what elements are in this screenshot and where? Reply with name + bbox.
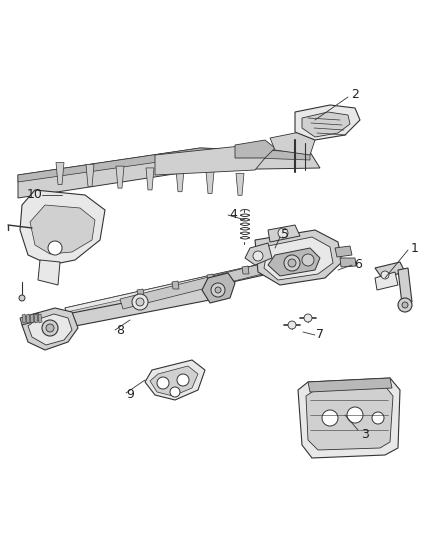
Polygon shape: [176, 169, 184, 192]
Polygon shape: [268, 225, 300, 242]
Text: 10: 10: [27, 189, 43, 201]
Text: 4: 4: [229, 208, 237, 222]
Circle shape: [372, 412, 384, 424]
Polygon shape: [202, 273, 235, 303]
Polygon shape: [56, 163, 64, 184]
Circle shape: [215, 287, 221, 293]
Polygon shape: [340, 258, 356, 267]
Polygon shape: [30, 314, 34, 323]
Circle shape: [402, 302, 408, 308]
Circle shape: [288, 321, 296, 329]
Polygon shape: [172, 281, 179, 289]
Polygon shape: [335, 246, 352, 257]
Polygon shape: [22, 314, 26, 323]
Circle shape: [48, 241, 62, 255]
Polygon shape: [18, 148, 310, 182]
Polygon shape: [145, 360, 205, 400]
Circle shape: [322, 410, 338, 426]
Circle shape: [253, 251, 263, 261]
Polygon shape: [206, 172, 214, 193]
Circle shape: [132, 294, 148, 310]
Text: 2: 2: [351, 88, 359, 101]
Polygon shape: [137, 289, 144, 297]
Circle shape: [157, 377, 169, 389]
Polygon shape: [235, 140, 275, 158]
Polygon shape: [30, 205, 95, 254]
Circle shape: [302, 254, 314, 266]
Polygon shape: [207, 274, 214, 282]
Circle shape: [347, 407, 363, 423]
Circle shape: [381, 271, 389, 279]
Polygon shape: [26, 314, 30, 323]
Polygon shape: [298, 378, 400, 458]
Polygon shape: [245, 243, 272, 265]
Polygon shape: [270, 132, 315, 155]
Circle shape: [211, 283, 225, 297]
Circle shape: [136, 298, 144, 306]
Text: 5: 5: [281, 229, 289, 241]
Polygon shape: [120, 258, 290, 309]
Circle shape: [177, 374, 189, 386]
Polygon shape: [255, 230, 342, 285]
Circle shape: [288, 259, 296, 267]
Polygon shape: [116, 166, 124, 188]
Text: 9: 9: [126, 389, 134, 401]
Polygon shape: [28, 314, 72, 345]
Circle shape: [19, 295, 25, 301]
Polygon shape: [375, 262, 405, 278]
Text: 8: 8: [116, 324, 124, 336]
Circle shape: [284, 255, 300, 271]
Circle shape: [46, 324, 54, 332]
Circle shape: [304, 314, 312, 322]
Text: 1: 1: [411, 241, 419, 254]
Polygon shape: [18, 148, 320, 198]
Polygon shape: [306, 386, 393, 450]
Polygon shape: [65, 253, 318, 318]
Polygon shape: [295, 105, 360, 140]
Polygon shape: [146, 168, 154, 190]
Circle shape: [42, 320, 58, 336]
Text: 6: 6: [354, 259, 362, 271]
Polygon shape: [62, 285, 220, 328]
Text: 7: 7: [316, 328, 324, 342]
Polygon shape: [86, 164, 94, 187]
Polygon shape: [38, 314, 42, 323]
Polygon shape: [20, 313, 40, 325]
Polygon shape: [34, 314, 38, 323]
Polygon shape: [22, 308, 78, 350]
Polygon shape: [375, 272, 398, 290]
Polygon shape: [242, 266, 249, 274]
Circle shape: [278, 228, 288, 238]
Text: 3: 3: [361, 429, 369, 441]
Polygon shape: [398, 268, 412, 304]
Polygon shape: [38, 260, 60, 285]
Polygon shape: [264, 237, 333, 280]
Circle shape: [398, 298, 412, 312]
Polygon shape: [155, 145, 265, 175]
Polygon shape: [65, 253, 313, 312]
Polygon shape: [308, 378, 392, 392]
Polygon shape: [268, 248, 320, 276]
Polygon shape: [302, 112, 350, 137]
Polygon shape: [236, 173, 244, 195]
Polygon shape: [150, 366, 198, 396]
Polygon shape: [20, 190, 105, 265]
Circle shape: [170, 387, 180, 397]
